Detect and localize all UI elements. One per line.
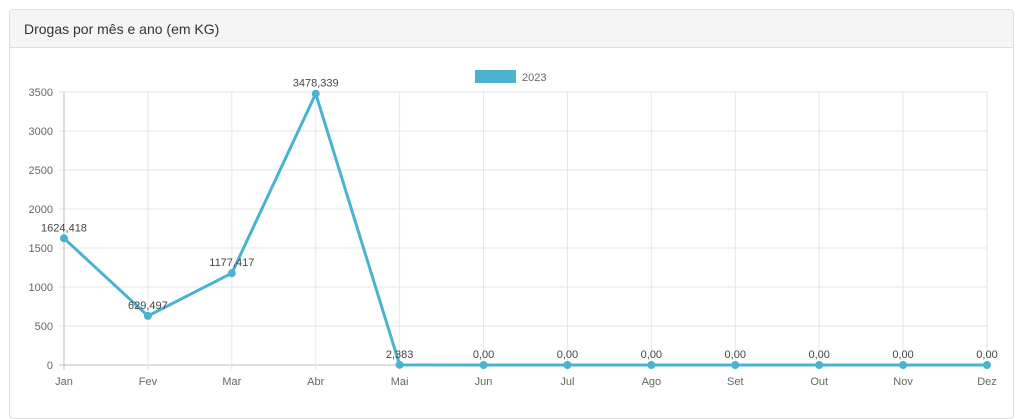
x-tick-label: Mai (391, 376, 409, 388)
x-tick-label: Abr (307, 376, 324, 388)
legend-swatch (475, 70, 516, 83)
series-line (62, 92, 987, 367)
y-tick-label: 3000 (29, 126, 53, 138)
x-tick-label: Out (810, 376, 828, 388)
data-label: 0,00 (892, 349, 913, 361)
panel-title: Drogas por mês e ano (em KG) (10, 10, 1013, 48)
x-tick-label: Jan (55, 376, 73, 388)
data-point (815, 361, 824, 369)
data-label: 0,00 (725, 349, 746, 361)
data-label: 0,00 (808, 349, 829, 361)
data-label: 1177,417 (209, 257, 254, 269)
data-label: 3478,339 (293, 78, 339, 90)
data-label: 0,00 (641, 349, 662, 361)
data-point (311, 89, 320, 98)
data-point (395, 360, 404, 369)
data-label: 0,00 (557, 349, 578, 361)
data-point (563, 361, 572, 369)
x-tick-label: Nov (893, 376, 913, 388)
data-point (647, 361, 656, 369)
data-point (983, 361, 991, 369)
legend-label: 2023 (522, 72, 546, 84)
x-tick-label: Dez (977, 376, 997, 388)
x-tick-label: Jun (475, 376, 493, 388)
data-point (899, 361, 908, 369)
y-tick-label: 0 (47, 360, 53, 372)
data-label: 0,00 (473, 349, 494, 361)
data-point (227, 269, 236, 278)
data-label: 2,383 (386, 349, 414, 361)
y-tick-label: 2500 (29, 165, 53, 177)
y-tick-label: 1500 (29, 243, 53, 255)
line-chart: 0 500 1000 1500 2000 2500 3000 3500 Jan Fev Mar Abr… (29, 70, 998, 388)
data-point (479, 361, 488, 369)
y-tick-label: 500 (35, 321, 53, 333)
x-tick-label: Fev (139, 376, 158, 388)
data-label: 0,00 (976, 349, 997, 361)
data-point (143, 311, 152, 320)
y-tick-label: 3500 (29, 87, 53, 99)
data-point (731, 361, 740, 369)
x-tick-label: Set (727, 376, 744, 388)
data-label: 629,497 (128, 300, 168, 312)
y-tick-label: 2000 (29, 204, 53, 216)
data-label: 1624,418 (41, 222, 87, 234)
x-tick-label: Jul (560, 376, 574, 388)
x-tick-label: Ago (642, 376, 662, 388)
y-tick-label: 1000 (29, 282, 53, 294)
data-point (60, 234, 68, 243)
x-tick-label: Mar (222, 376, 241, 388)
